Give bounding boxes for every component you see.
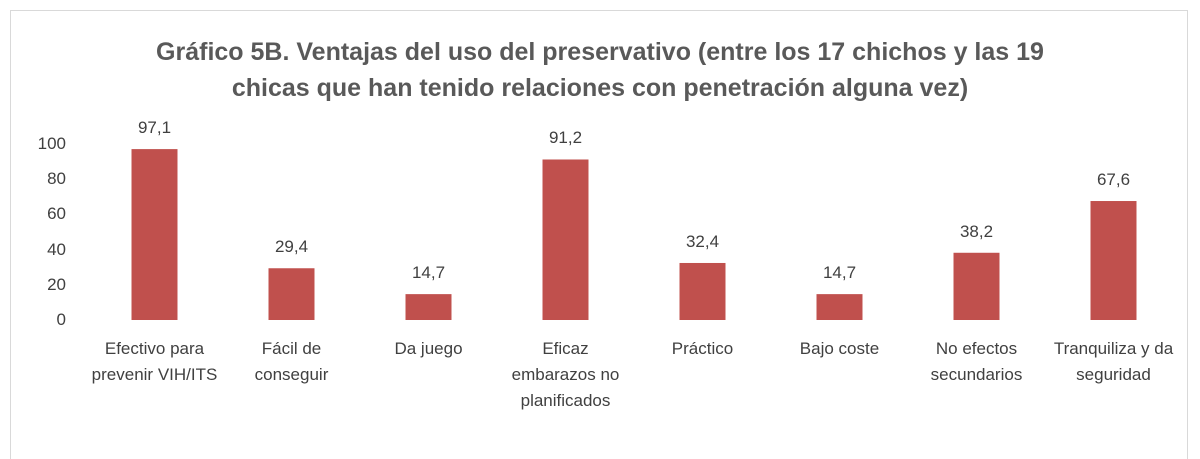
data-label: 32,4	[685, 231, 720, 251]
bar	[679, 262, 726, 320]
x-tick-label: Bajo coste	[799, 339, 880, 358]
x-tick-label: Da juego	[394, 339, 463, 358]
bar	[405, 294, 452, 320]
x-tick-label: Efectivo para prevenir VIH/ITS	[91, 339, 218, 384]
x-tick-label: Tranquiliza y da seguridad	[1053, 339, 1174, 384]
y-tick-label: 80	[47, 169, 66, 189]
data-label: 91,2	[548, 128, 583, 148]
y-tick-label: 100	[37, 134, 66, 153]
bar	[816, 294, 863, 320]
chart-title: Gráfico 5B. Ventajas del uso del preserv…	[156, 38, 1044, 102]
x-tick-label: Eficaz embarazos no planificados	[511, 339, 620, 410]
y-tick-label: 60	[47, 204, 66, 224]
x-tick-label: No efectos secundarios	[930, 339, 1023, 384]
bar	[953, 252, 1000, 320]
x-tick-label: Fácil de conseguir	[254, 339, 329, 384]
chart-frame	[10, 10, 1188, 459]
data-label: 29,4	[274, 237, 309, 257]
x-tick-label: Práctico	[671, 339, 734, 358]
data-label: 14,7	[411, 263, 446, 283]
bar	[268, 268, 315, 320]
y-tick-label: 0	[56, 310, 66, 329]
bar	[131, 149, 178, 320]
data-label: 38,2	[959, 221, 994, 241]
bar	[542, 159, 589, 320]
bar	[1090, 201, 1137, 320]
data-label: 97,1	[137, 118, 172, 138]
y-tick-label: 20	[47, 274, 66, 294]
y-tick-label: 40	[47, 239, 66, 259]
data-label: 14,7	[822, 263, 857, 283]
data-label: 67,6	[1096, 170, 1131, 190]
